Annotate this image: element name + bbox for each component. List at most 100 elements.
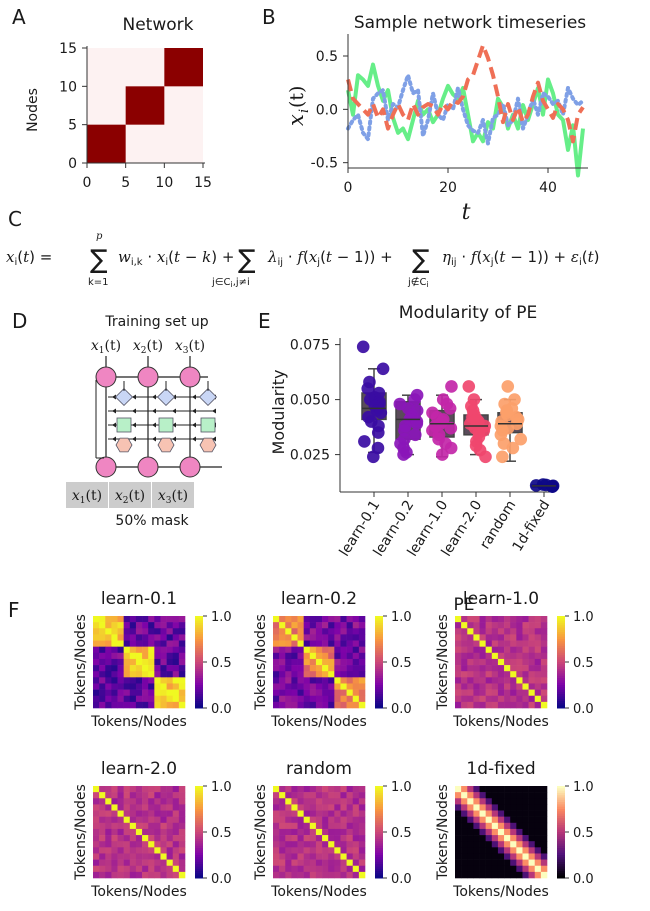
pe-cell [534,616,542,623]
pe-cell [485,871,493,879]
colorbar-segment [195,618,203,622]
pe-cell [516,695,523,703]
pe-cell [135,786,143,793]
pe-cell [93,865,100,873]
pe-cell [358,665,366,672]
timeseries-xlabel: t [462,200,471,225]
pe-cell [534,841,542,848]
colorbar-tick-label: 0.5 [391,656,412,671]
y-tick-label: 15 [59,41,77,57]
pe-cell [504,786,511,793]
pe-cell [117,853,124,860]
pe-cell [479,841,486,848]
pe-cell [117,689,124,697]
colorbar-segment [375,694,383,697]
colorbar-segment [195,685,203,688]
pe-cell [461,665,468,672]
pe-cell [142,616,149,623]
pe-cell [160,628,167,635]
pe-cell [358,792,366,799]
pe-cell [528,671,536,678]
pe-cell [491,646,499,654]
pe-cell [510,622,517,629]
pe-cell [455,859,462,867]
pe-cell [322,701,329,709]
colorbar-segment [557,811,565,815]
pe-cell [129,671,137,678]
pe-cell [178,622,186,629]
colorbar-segment [375,855,383,858]
pe-cell [491,628,499,635]
colorbar-segment [375,873,383,877]
pe-cell [497,798,505,805]
pe-cell [154,810,161,817]
pe-cell [461,871,468,879]
colorbar-segment [375,859,383,863]
colorbar-segment [195,804,203,808]
pe-cell [322,634,329,641]
pe-cell [172,695,180,703]
pe-cell [160,847,167,854]
pe-cell [291,853,298,860]
pe-cell [117,616,124,623]
colorbar-segment [375,668,383,672]
pe-cell [135,853,143,860]
pe-cell [129,634,137,641]
pe-cell [105,665,112,672]
pe-cell [315,646,323,654]
pe-cell [315,658,323,666]
colorbar-segment [195,703,203,707]
pe-cell [497,671,505,678]
colorbar-segment [557,662,565,665]
pe-cell [273,835,280,842]
pe-cell [142,671,149,678]
arrow-head [132,436,136,442]
y-tick-label: 0.0 [316,102,338,118]
pe-cell [111,865,118,873]
pe-cell [172,871,180,879]
pe-cell [129,689,137,697]
pe-cell [479,622,486,629]
pe-cell [285,701,292,709]
pe-cell [93,822,100,830]
pe-cell [105,683,112,690]
pe-cell [352,677,360,684]
pe-cell [93,634,100,641]
colorbar-segment [195,668,203,672]
pe-cell [455,658,462,666]
colorbar-segment [375,848,383,851]
data-point [376,362,390,376]
colorbar-segment [195,705,203,709]
colorbar-segment [195,648,203,651]
y-tick-label: 0.025 [290,448,330,464]
pe-cell [467,816,474,824]
pe-cell [352,695,360,703]
colorbar-segment [375,838,383,842]
pe-cell [467,701,474,709]
pe-cell [340,634,347,641]
colorbar-segment [195,687,203,691]
pe-cell [129,835,137,842]
pe-cell [148,634,155,641]
pe-cell [273,871,280,879]
pe-cell [504,671,511,678]
pe-cell [105,701,112,709]
pe-cell [322,658,329,666]
pe-cell [93,616,100,623]
pe-cell [516,622,523,629]
pe-cell [99,835,106,842]
colorbar-segment [557,834,565,838]
pe-cell [352,640,360,647]
pe-cell [346,622,354,629]
pe-cell [540,646,548,654]
pe-cell [123,701,131,709]
pe-cell [352,871,360,879]
pe-cell [279,683,286,690]
pe-cell [528,822,536,830]
pe-cell [479,658,486,666]
pe-cell [455,798,462,805]
arrow-head [112,422,116,428]
pe-cell [303,628,311,635]
pe-cell [297,816,304,824]
pe-cell [455,640,462,647]
